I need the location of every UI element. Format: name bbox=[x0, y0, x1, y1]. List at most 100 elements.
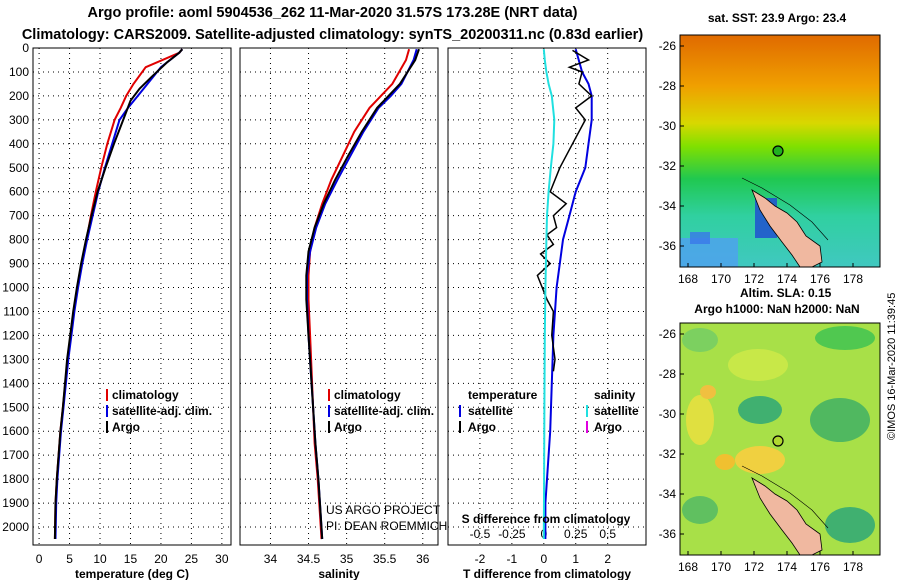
x-tick-label: 5 bbox=[66, 552, 73, 566]
sst-patch-2 bbox=[690, 232, 710, 244]
lon-tick-label: 176 bbox=[810, 272, 830, 286]
x-tick-label: -2 bbox=[475, 552, 486, 566]
lat-tick-label: -32 bbox=[659, 159, 677, 173]
depth-tick-label: 100 bbox=[9, 65, 29, 79]
depth-tick-label: 1400 bbox=[2, 376, 29, 390]
x-tick-label: 2 bbox=[604, 552, 611, 566]
series-satellite-t-diff bbox=[544, 48, 593, 539]
lat-tick-label: -30 bbox=[659, 407, 677, 421]
x-tick-label: 35.5 bbox=[373, 552, 397, 566]
salinity-panel-frame bbox=[239, 47, 439, 546]
difference-series bbox=[536, 48, 593, 540]
lat-tick-label: -30 bbox=[659, 119, 677, 133]
lat-tick-label: -36 bbox=[659, 527, 677, 541]
depth-tick-label: 1100 bbox=[3, 304, 29, 318]
sla-blob bbox=[682, 496, 718, 524]
legend-salinity-header: salinity bbox=[594, 388, 636, 402]
sla-blob bbox=[810, 398, 870, 442]
lat-tick-label: -34 bbox=[659, 487, 677, 501]
s-diff-tick-label: -0.25 bbox=[498, 527, 526, 541]
sla-blob bbox=[728, 349, 788, 381]
legend-climatology: climatology bbox=[334, 388, 401, 402]
figure-title-line1: Argo profile: aoml 5904536_262 11-Mar-20… bbox=[87, 5, 578, 21]
sst-map bbox=[679, 34, 881, 268]
pi-credit: PI: DEAN ROEMMICH bbox=[326, 519, 447, 533]
x-tick-label: 20 bbox=[154, 552, 168, 566]
s-diff-tick-label: -0.5 bbox=[470, 527, 491, 541]
legend-t-argo: Argo bbox=[468, 420, 496, 434]
x-tick-label: 34.5 bbox=[297, 552, 321, 566]
sla-blob bbox=[686, 395, 714, 445]
s-diff-tick-label: 0.25 bbox=[564, 527, 588, 541]
legend-satellite: satellite-adj. clim. bbox=[334, 404, 434, 418]
x-tick-label: 15 bbox=[124, 552, 138, 566]
depth-tick-label: 700 bbox=[9, 209, 29, 223]
sla-map-axes: 168 170 172 174 176 178 -26 -28 -30 -32 -34 -36 bbox=[659, 327, 864, 574]
legend-satellite: satellite-adj. clim. bbox=[112, 404, 212, 418]
series-satellite-adj-clim- bbox=[306, 48, 418, 540]
imos-credit: ©IMOS 16-Mar-2020 11:39:45 bbox=[886, 292, 898, 440]
series-argo bbox=[305, 48, 420, 540]
lon-tick-label: 178 bbox=[843, 272, 863, 286]
sst-map-title: sat. SST: 23.9 Argo: 23.4 bbox=[708, 11, 847, 25]
sla-blob bbox=[815, 326, 875, 350]
s-diff-tick-label: 0.5 bbox=[599, 527, 616, 541]
depth-tick-label: 0 bbox=[22, 41, 29, 55]
figure-title-line2: Climatology: CARS2009. Satellite-adjuste… bbox=[21, 27, 644, 43]
x-tick-label: 10 bbox=[93, 552, 107, 566]
lon-tick-label: 170 bbox=[711, 560, 731, 574]
series-satellite-adj-clim- bbox=[54, 48, 184, 540]
legend-s-satellite: satellite bbox=[594, 404, 639, 418]
x-tick-labels: 0 5 10 15 20 25 30 34 34.5 35 35.5 36 -2 -1 0 1 2 -0.5 -0.… bbox=[36, 527, 617, 566]
lat-tick-label: -32 bbox=[659, 447, 677, 461]
argo-float-marker bbox=[772, 435, 784, 447]
depth-tick-label: 2000 bbox=[2, 520, 29, 534]
salinity-legend: climatology satellite-adj. clim. Argo US… bbox=[326, 388, 447, 533]
lat-tick-label: -36 bbox=[659, 239, 677, 253]
series-argo bbox=[53, 48, 184, 540]
new-zealand-land bbox=[751, 189, 823, 268]
altimetry-sla-text: Altim. SLA: 0.15 bbox=[740, 286, 832, 300]
sla-blob bbox=[738, 396, 782, 424]
lon-tick-label: 178 bbox=[843, 560, 863, 574]
difference-top-xlabel: S difference from climatology bbox=[462, 512, 631, 526]
project-credit: US ARGO PROJECT bbox=[326, 503, 441, 517]
depth-tick-label: 400 bbox=[9, 137, 29, 151]
salinity-xlabel: salinity bbox=[318, 567, 360, 580]
sst-map-frame bbox=[679, 34, 881, 268]
legend-s-argo: Argo bbox=[594, 420, 622, 434]
sst-map-axes: 168 170 172 174 176 178 -26 -28 -30 -32 -34 -36 bbox=[659, 39, 864, 286]
depth-tick-label: 1200 bbox=[2, 328, 29, 342]
series-satellite-s-diff bbox=[542, 49, 556, 540]
lat-tick-label: -28 bbox=[659, 79, 677, 93]
depth-tick-label: 1600 bbox=[2, 424, 29, 438]
series-argo-t-diff bbox=[536, 49, 593, 372]
dotted-grids bbox=[33, 47, 646, 545]
temperature-panel-frame bbox=[32, 47, 232, 546]
lon-tick-label: 176 bbox=[810, 560, 830, 574]
depth-tick-label: 200 bbox=[9, 89, 29, 103]
depth-tick-label: 1500 bbox=[2, 400, 29, 414]
bathymetry-contour bbox=[741, 177, 829, 241]
depth-tick-label: 300 bbox=[9, 113, 29, 127]
lon-tick-label: 172 bbox=[744, 272, 764, 286]
x-tick-label: 0 bbox=[540, 552, 547, 566]
legend-argo: Argo bbox=[112, 420, 140, 434]
x-tick-label: 25 bbox=[185, 552, 199, 566]
sla-blob bbox=[682, 328, 718, 352]
depth-tick-label: 800 bbox=[9, 233, 29, 247]
series-climatology bbox=[307, 48, 411, 540]
lon-tick-label: 168 bbox=[678, 560, 698, 574]
x-tick-label: 1 bbox=[572, 552, 579, 566]
difference-xlabel: T difference from climatology bbox=[463, 567, 631, 580]
x-tick-label: 34 bbox=[264, 552, 278, 566]
bathymetry-contour bbox=[741, 465, 829, 529]
sla-blob bbox=[700, 385, 716, 399]
new-zealand-land bbox=[751, 477, 823, 556]
depth-axis: 0 100 200 300 400 500 600 700 800 900 1000 1100 1200… bbox=[2, 41, 29, 534]
x-tick-label: 0 bbox=[36, 552, 43, 566]
depth-tick-label: 1900 bbox=[2, 496, 29, 510]
sla-map-frame bbox=[679, 322, 881, 556]
depth-tick-label: 1700 bbox=[2, 448, 29, 462]
